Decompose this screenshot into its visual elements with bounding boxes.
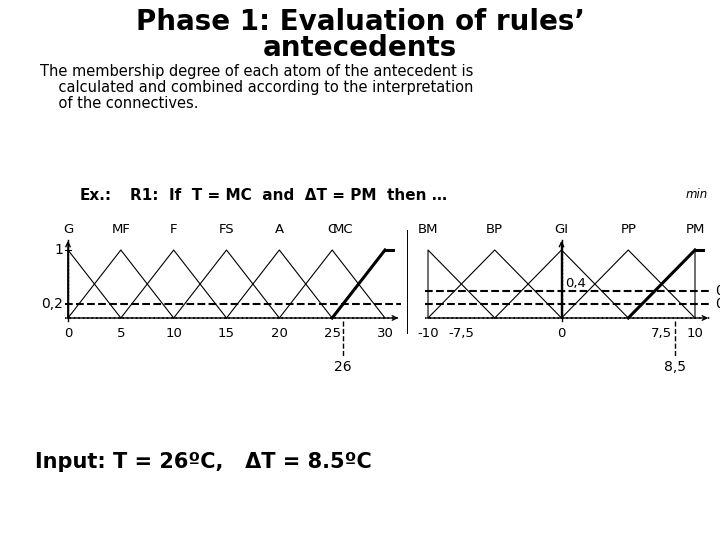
Text: 0,4: 0,4	[565, 277, 586, 290]
Text: 5: 5	[117, 327, 125, 340]
Text: 10: 10	[687, 327, 703, 340]
Text: 25: 25	[324, 327, 341, 340]
Text: 0,4: 0,4	[715, 284, 720, 298]
Text: Phase 1: Evaluation of rules’: Phase 1: Evaluation of rules’	[135, 8, 585, 36]
Text: R1:  If  T = MC  and  ΔT = PM  then …: R1: If T = MC and ΔT = PM then …	[130, 187, 447, 202]
Text: A: A	[275, 223, 284, 236]
Text: BP: BP	[486, 223, 503, 236]
Text: min: min	[685, 188, 708, 201]
Text: 0: 0	[557, 327, 566, 340]
Text: 20: 20	[271, 327, 288, 340]
Text: Ex.:: Ex.:	[80, 187, 112, 202]
Text: 30: 30	[377, 327, 393, 340]
Text: 8,5: 8,5	[664, 360, 686, 374]
Text: 10: 10	[165, 327, 182, 340]
Text: GI: GI	[554, 223, 569, 236]
Text: PM: PM	[685, 223, 705, 236]
Text: MC: MC	[333, 223, 353, 236]
Text: 15: 15	[218, 327, 235, 340]
Text: of the connectives.: of the connectives.	[40, 96, 199, 111]
Text: F: F	[170, 223, 177, 236]
Text: FS: FS	[219, 223, 234, 236]
Text: C: C	[328, 223, 337, 236]
Text: -10: -10	[417, 327, 438, 340]
Text: 1: 1	[54, 243, 63, 257]
Text: MF: MF	[112, 223, 130, 236]
Text: antecedents: antecedents	[263, 34, 457, 62]
Text: Input: T = 26ºC,   ΔT = 8.5ºC: Input: T = 26ºC, ΔT = 8.5ºC	[35, 452, 372, 472]
Text: G: G	[63, 223, 73, 236]
Text: BM: BM	[418, 223, 438, 236]
Text: -7,5: -7,5	[449, 327, 474, 340]
Text: calculated and combined according to the interpretation: calculated and combined according to the…	[40, 80, 473, 95]
Text: PP: PP	[620, 223, 636, 236]
Text: 26: 26	[334, 360, 351, 374]
Text: 0: 0	[64, 327, 72, 340]
Text: The membership degree of each atom of the antecedent is: The membership degree of each atom of th…	[40, 64, 473, 79]
Text: 0,2: 0,2	[715, 298, 720, 312]
Text: 0,2: 0,2	[41, 298, 63, 312]
Text: 7,5: 7,5	[651, 327, 672, 340]
